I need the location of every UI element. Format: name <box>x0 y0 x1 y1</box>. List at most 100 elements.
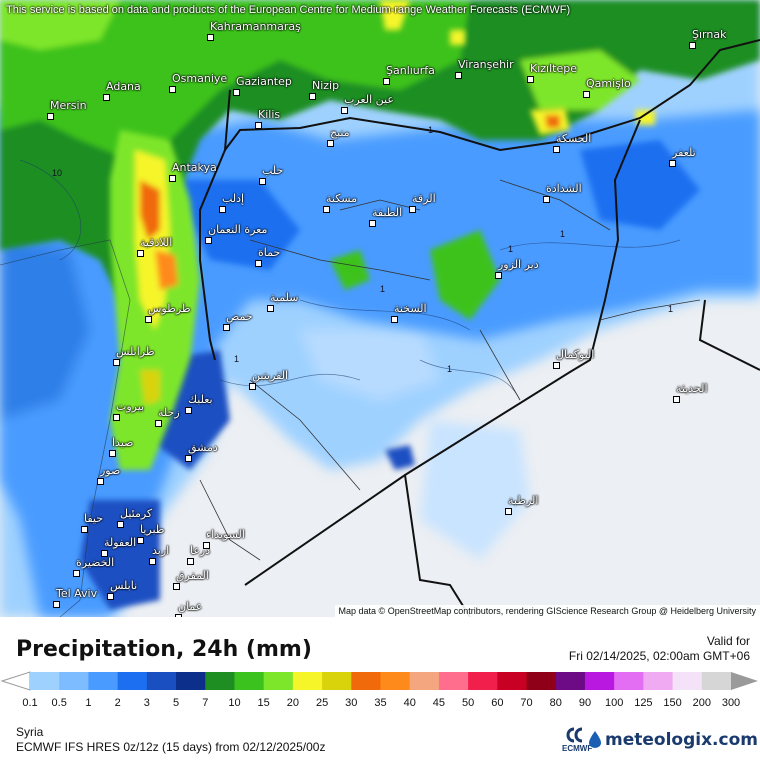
city-label: اربد <box>152 544 170 557</box>
colorbar-swatch <box>234 672 265 690</box>
city-label: الطبقة <box>372 206 403 219</box>
city-label: مسكنة <box>326 192 357 205</box>
city-marker <box>185 407 192 414</box>
city-label: Mersin <box>50 99 87 112</box>
city-marker <box>169 86 176 93</box>
city-label: Nizip <box>312 79 340 92</box>
city-label: إدلب <box>222 192 245 205</box>
colorbar <box>0 671 758 691</box>
region-name: Syria <box>16 725 44 739</box>
city-marker <box>383 78 390 85</box>
city-marker <box>341 107 348 114</box>
city-marker <box>107 593 114 600</box>
colorbar-tick-label: 20 <box>286 697 299 709</box>
city-marker <box>233 89 240 96</box>
meteologix-brand[interactable]: meteologix.com <box>605 730 758 750</box>
city-marker <box>109 450 116 457</box>
colorbar-swatch <box>643 672 674 690</box>
city-marker <box>113 414 120 421</box>
city-label: تلعفر <box>672 146 696 159</box>
city-label: طرابلس <box>116 345 155 358</box>
city-marker <box>205 237 212 244</box>
colorbar-swatch <box>30 672 60 690</box>
city-marker <box>73 570 80 577</box>
colorbar-tick-label: 7 <box>202 697 209 709</box>
colorbar-swatch <box>614 672 644 690</box>
coastline <box>0 239 131 617</box>
colorbar-tick-label: 35 <box>374 697 387 709</box>
city-label: Viranşehir <box>458 58 514 71</box>
city-label: المفرق <box>176 569 209 582</box>
map-attribution[interactable]: Map data © OpenStreetMap contributors, r… <box>334 605 760 617</box>
city-label: بعلبك <box>188 393 213 406</box>
valid-date: Fri 02/14/2025, 02:00am GMT+06 <box>568 649 750 663</box>
city-marker <box>113 359 120 366</box>
city-label: Qamişlo <box>586 77 631 90</box>
city-label: الرقة <box>412 192 436 205</box>
city-marker <box>553 146 560 153</box>
contour-label: 1 <box>428 125 433 135</box>
city-marker <box>495 272 502 279</box>
city-label: Adana <box>106 80 141 93</box>
city-label: Kilis <box>258 108 281 121</box>
city-label: Kahramanmaraş <box>210 20 301 33</box>
colorbar-tick-label: 1 <box>85 697 92 709</box>
city-marker <box>669 160 676 167</box>
model-info: ECMWF IFS HRES 0z/12z (15 days) from 02/… <box>16 740 326 754</box>
colorbar-tick-label: 40 <box>403 697 416 709</box>
legend-title: Precipitation, 24h (mm) <box>16 637 312 662</box>
city-label: Şırnak <box>692 28 727 41</box>
colorbar-swatch <box>701 672 732 690</box>
colorbar-tick-label: 2 <box>114 697 121 709</box>
city-marker <box>97 478 104 485</box>
colorbar-tick-label: 60 <box>491 697 504 709</box>
contour-label: 1 <box>508 244 513 254</box>
city-label: Osmaniye <box>172 72 228 85</box>
colorbar-swatch <box>59 672 89 690</box>
city-marker <box>155 420 162 427</box>
city-label: سلمية <box>270 291 299 304</box>
colorbar-max-arrow <box>731 672 758 690</box>
city-label: كرمئيل <box>120 507 153 520</box>
colorbar-swatch <box>146 672 177 690</box>
colorbar-swatch <box>117 672 148 690</box>
city-label: الحديثة <box>676 382 708 395</box>
meteologix-drop-icon <box>589 731 601 748</box>
city-label: Şanlıurfa <box>386 64 435 77</box>
city-marker <box>583 91 590 98</box>
city-marker <box>117 521 124 528</box>
city-label: عمان <box>178 600 203 613</box>
colorbar-swatch <box>555 672 586 690</box>
colorbar-swatch <box>468 672 498 690</box>
city-marker <box>203 542 210 549</box>
city-marker <box>219 206 226 213</box>
ecmwf-logo[interactable] <box>560 725 602 757</box>
city-marker <box>505 508 512 515</box>
colorbar-tick-label: 3 <box>143 697 150 709</box>
city-marker <box>145 316 152 323</box>
city-marker <box>149 558 156 565</box>
city-marker <box>175 614 182 617</box>
colorbar-tick-label: 200 <box>692 697 711 709</box>
precipitation-map[interactable]: 10 1 1 1 1 1 1 1 This service is based o… <box>0 0 760 617</box>
colorbar-tick-label: 5 <box>172 697 180 709</box>
city-marker <box>391 316 398 323</box>
city-label: عين العرب <box>344 93 394 106</box>
legend-panel: Precipitation, 24h (mm) Valid for Fri 02… <box>0 617 760 760</box>
city-label: اللاذقية <box>140 236 173 249</box>
colorbar-swatch <box>263 672 294 690</box>
city-marker <box>255 122 262 129</box>
city-marker <box>137 250 144 257</box>
colorbar-tick-label: 45 <box>432 697 446 709</box>
colorbar-swatch <box>672 672 703 690</box>
city-marker <box>137 537 144 544</box>
admin-borders <box>199 179 701 561</box>
city-marker <box>81 526 88 533</box>
city-label: بيروت <box>116 400 145 413</box>
contour-lines <box>19 159 681 401</box>
contour-label: 1 <box>560 229 565 239</box>
city-marker <box>553 362 560 369</box>
city-marker <box>187 558 194 565</box>
colorbar-tick-label: 80 <box>549 697 562 709</box>
city-label: القريتين <box>252 369 289 382</box>
